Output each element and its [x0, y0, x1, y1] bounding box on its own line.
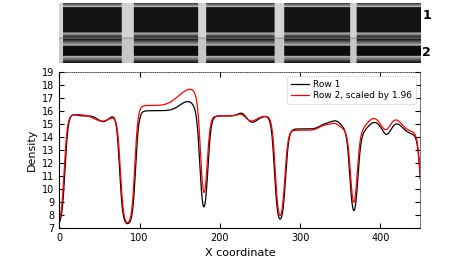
Row 2, scaled by 1.96: [302, 129, 308, 132]
Row 2, scaled by 1.96: [207, 126, 213, 129]
Legend: Row 1, Row 2, scaled by 1.96: Row 1, Row 2, scaled by 1.96: [287, 76, 416, 104]
Row 1: [185, 100, 191, 103]
Row 1: [74, 113, 79, 117]
Row 2, scaled by 1.96: [418, 177, 423, 180]
Text: 2: 2: [422, 46, 431, 59]
Row 2, scaled by 1.96: [187, 88, 193, 91]
Row 1: [207, 134, 213, 137]
Row 2, scaled by 1.96: [361, 127, 366, 130]
Row 1: [302, 127, 308, 131]
Row 2, scaled by 1.96: [110, 117, 115, 120]
Line: Row 1: Row 1: [59, 102, 420, 224]
Text: 1: 1: [422, 9, 431, 23]
Row 1: [110, 115, 115, 118]
Row 1: [418, 178, 423, 181]
Row 1: [125, 222, 130, 225]
Row 1: [57, 221, 62, 224]
Row 1: [255, 118, 260, 121]
Row 2, scaled by 1.96: [255, 117, 260, 120]
Row 2, scaled by 1.96: [57, 218, 62, 222]
Line: Row 2, scaled by 1.96: Row 2, scaled by 1.96: [59, 89, 420, 223]
Y-axis label: Density: Density: [27, 129, 37, 171]
Row 2, scaled by 1.96: [74, 113, 79, 116]
X-axis label: X coordinate: X coordinate: [205, 248, 275, 258]
Row 1: [361, 132, 366, 135]
Row 2, scaled by 1.96: [125, 221, 130, 224]
